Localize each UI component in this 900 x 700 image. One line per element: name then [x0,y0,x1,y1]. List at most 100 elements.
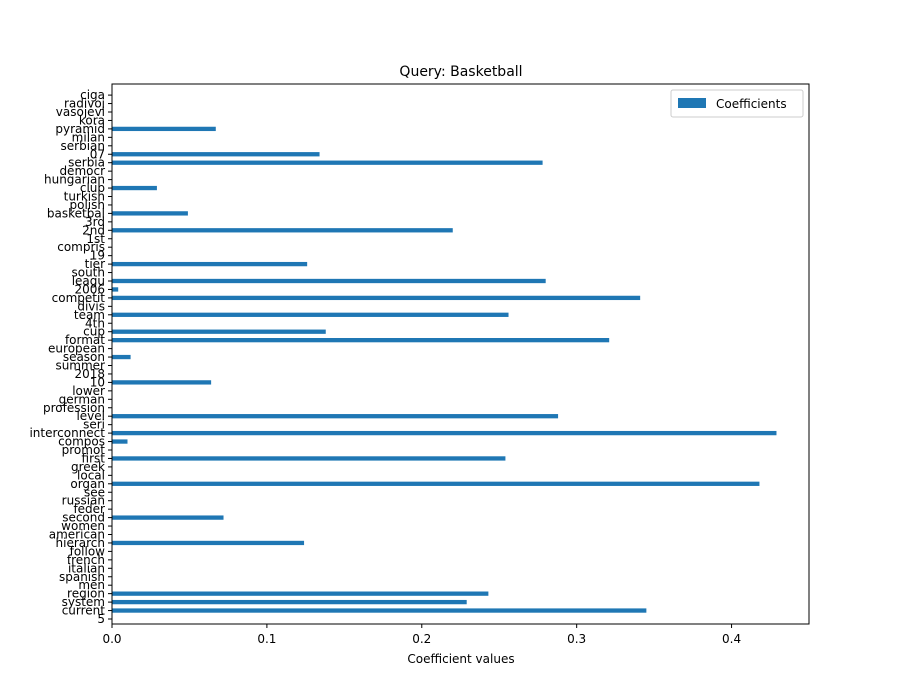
bar-2006 [112,287,119,292]
y-tick-label: 10 [90,375,105,389]
y-tick-label: european [48,342,105,356]
y-tick-label: cup [83,325,105,339]
bar-season [112,354,131,360]
y-tick-label: leagu [72,274,105,288]
x-tick-label: 0.4 [722,632,741,646]
y-tick-label: first [82,451,106,465]
y-tick-label: french [67,553,105,567]
bar-level [112,414,559,419]
bar-2nd [112,228,453,233]
y-tick-label: 4th [85,316,105,330]
y-tick-label: hungarian [44,173,105,187]
y-tick-label: greek [71,460,105,474]
bar-hierarch [112,540,305,546]
y-tick-label: south [71,266,105,280]
legend-label: Coefficients [716,97,787,111]
y-tick-label: season [63,350,105,364]
y-tick-label: women [61,519,105,533]
y-tick-label: format [65,333,105,347]
x-tick-label: 0.2 [412,632,431,646]
x-tick-label: 0.0 [102,632,121,646]
y-tick-label: russian [62,494,105,508]
y-tick-label: second [62,511,105,525]
y-tick-label: german [59,392,105,406]
y-tick-label: pyramid [55,122,105,136]
y-tick-label: promot [62,443,106,457]
bar-competit [112,295,641,301]
bar-tier [112,261,308,267]
bar-compos [112,439,128,444]
y-tick-label: serbia [68,156,105,170]
y-tick-label: vasojevi [56,105,105,119]
bar-interconnect [112,430,777,436]
legend-swatch [678,98,706,108]
y-tick-label: serbian [61,139,105,153]
bar-07 [112,152,320,157]
y-tick-label: 2006 [74,282,105,296]
y-tick-label: system [62,595,105,609]
y-tick-label: region [67,587,105,601]
y-tick-label: italian [68,561,105,575]
y-tick-label: summer [55,359,105,373]
y-tick-label: 07 [90,147,105,161]
y-tick-label: spanish [59,570,105,584]
bar-system [112,599,467,605]
legend: Coefficients [670,89,804,118]
x-axis-label: Coefficient values [407,652,514,666]
y-tick-label: 2nd [82,223,105,237]
bar-current [112,608,647,613]
x-tick-label: 0.1 [257,632,276,646]
y-tick-label: lower [72,384,105,398]
y-tick-label: divis [77,299,105,313]
y-tick-label: polish [70,198,105,212]
y-tick-label: hierarch [56,536,105,550]
y-tick-label: men [78,578,105,592]
bar-pyramid [112,126,216,132]
y-tick-label: feder [73,502,105,516]
y-tick-label: american [49,528,105,542]
y-tick-label: team [74,308,105,322]
y-tick-label: follow [70,544,106,558]
bar-first [112,456,506,461]
y-tick-label: 19 [90,249,105,263]
y-tick-label: organ [70,477,105,491]
y-tick-label: ciga [80,88,105,102]
plot-frame [111,83,810,625]
y-tick-label: radivoj [64,97,105,111]
x-axis-ticks: 0.0 0.1 0.2 0.3 0.4 [102,624,741,646]
bar-region [112,591,489,596]
bar-basketbal [112,211,188,216]
y-axis-ticks: 5currentsystemregionmenspanishitalianfre… [29,88,112,626]
bar-second [112,515,224,520]
bar-team [112,312,509,317]
bar-10 [112,380,212,385]
y-tick-label: local [77,468,105,482]
y-tick-label: level [76,409,105,423]
y-tick-label: compos [58,435,105,449]
y-tick-label: turkish [64,190,105,204]
y-tick-label: basketbal [47,206,105,220]
chart-title: Query: Basketball [399,64,522,80]
y-tick-label: 1st [86,232,105,246]
y-tick-label: profession [43,401,105,415]
y-tick-label: democr [59,164,105,178]
y-tick-label: compris [57,240,105,254]
y-tick-label: seri [83,418,105,432]
bar-club [112,185,157,191]
bar-leagu [112,278,546,284]
bar-serbia [112,160,543,165]
bars-group [112,126,777,613]
y-tick-label: milan [72,130,105,144]
bar-format [112,338,610,343]
y-tick-label: 2018 [74,367,105,381]
y-tick-label: interconnect [29,426,105,440]
y-tick-label: 5 [97,612,105,626]
bar-organ [112,481,760,486]
y-tick-label: competit [52,291,106,305]
y-tick-label: 3rd [85,215,105,229]
x-tick-label: 0.3 [567,632,586,646]
y-tick-label: current [62,604,106,618]
legend-box [670,89,804,118]
